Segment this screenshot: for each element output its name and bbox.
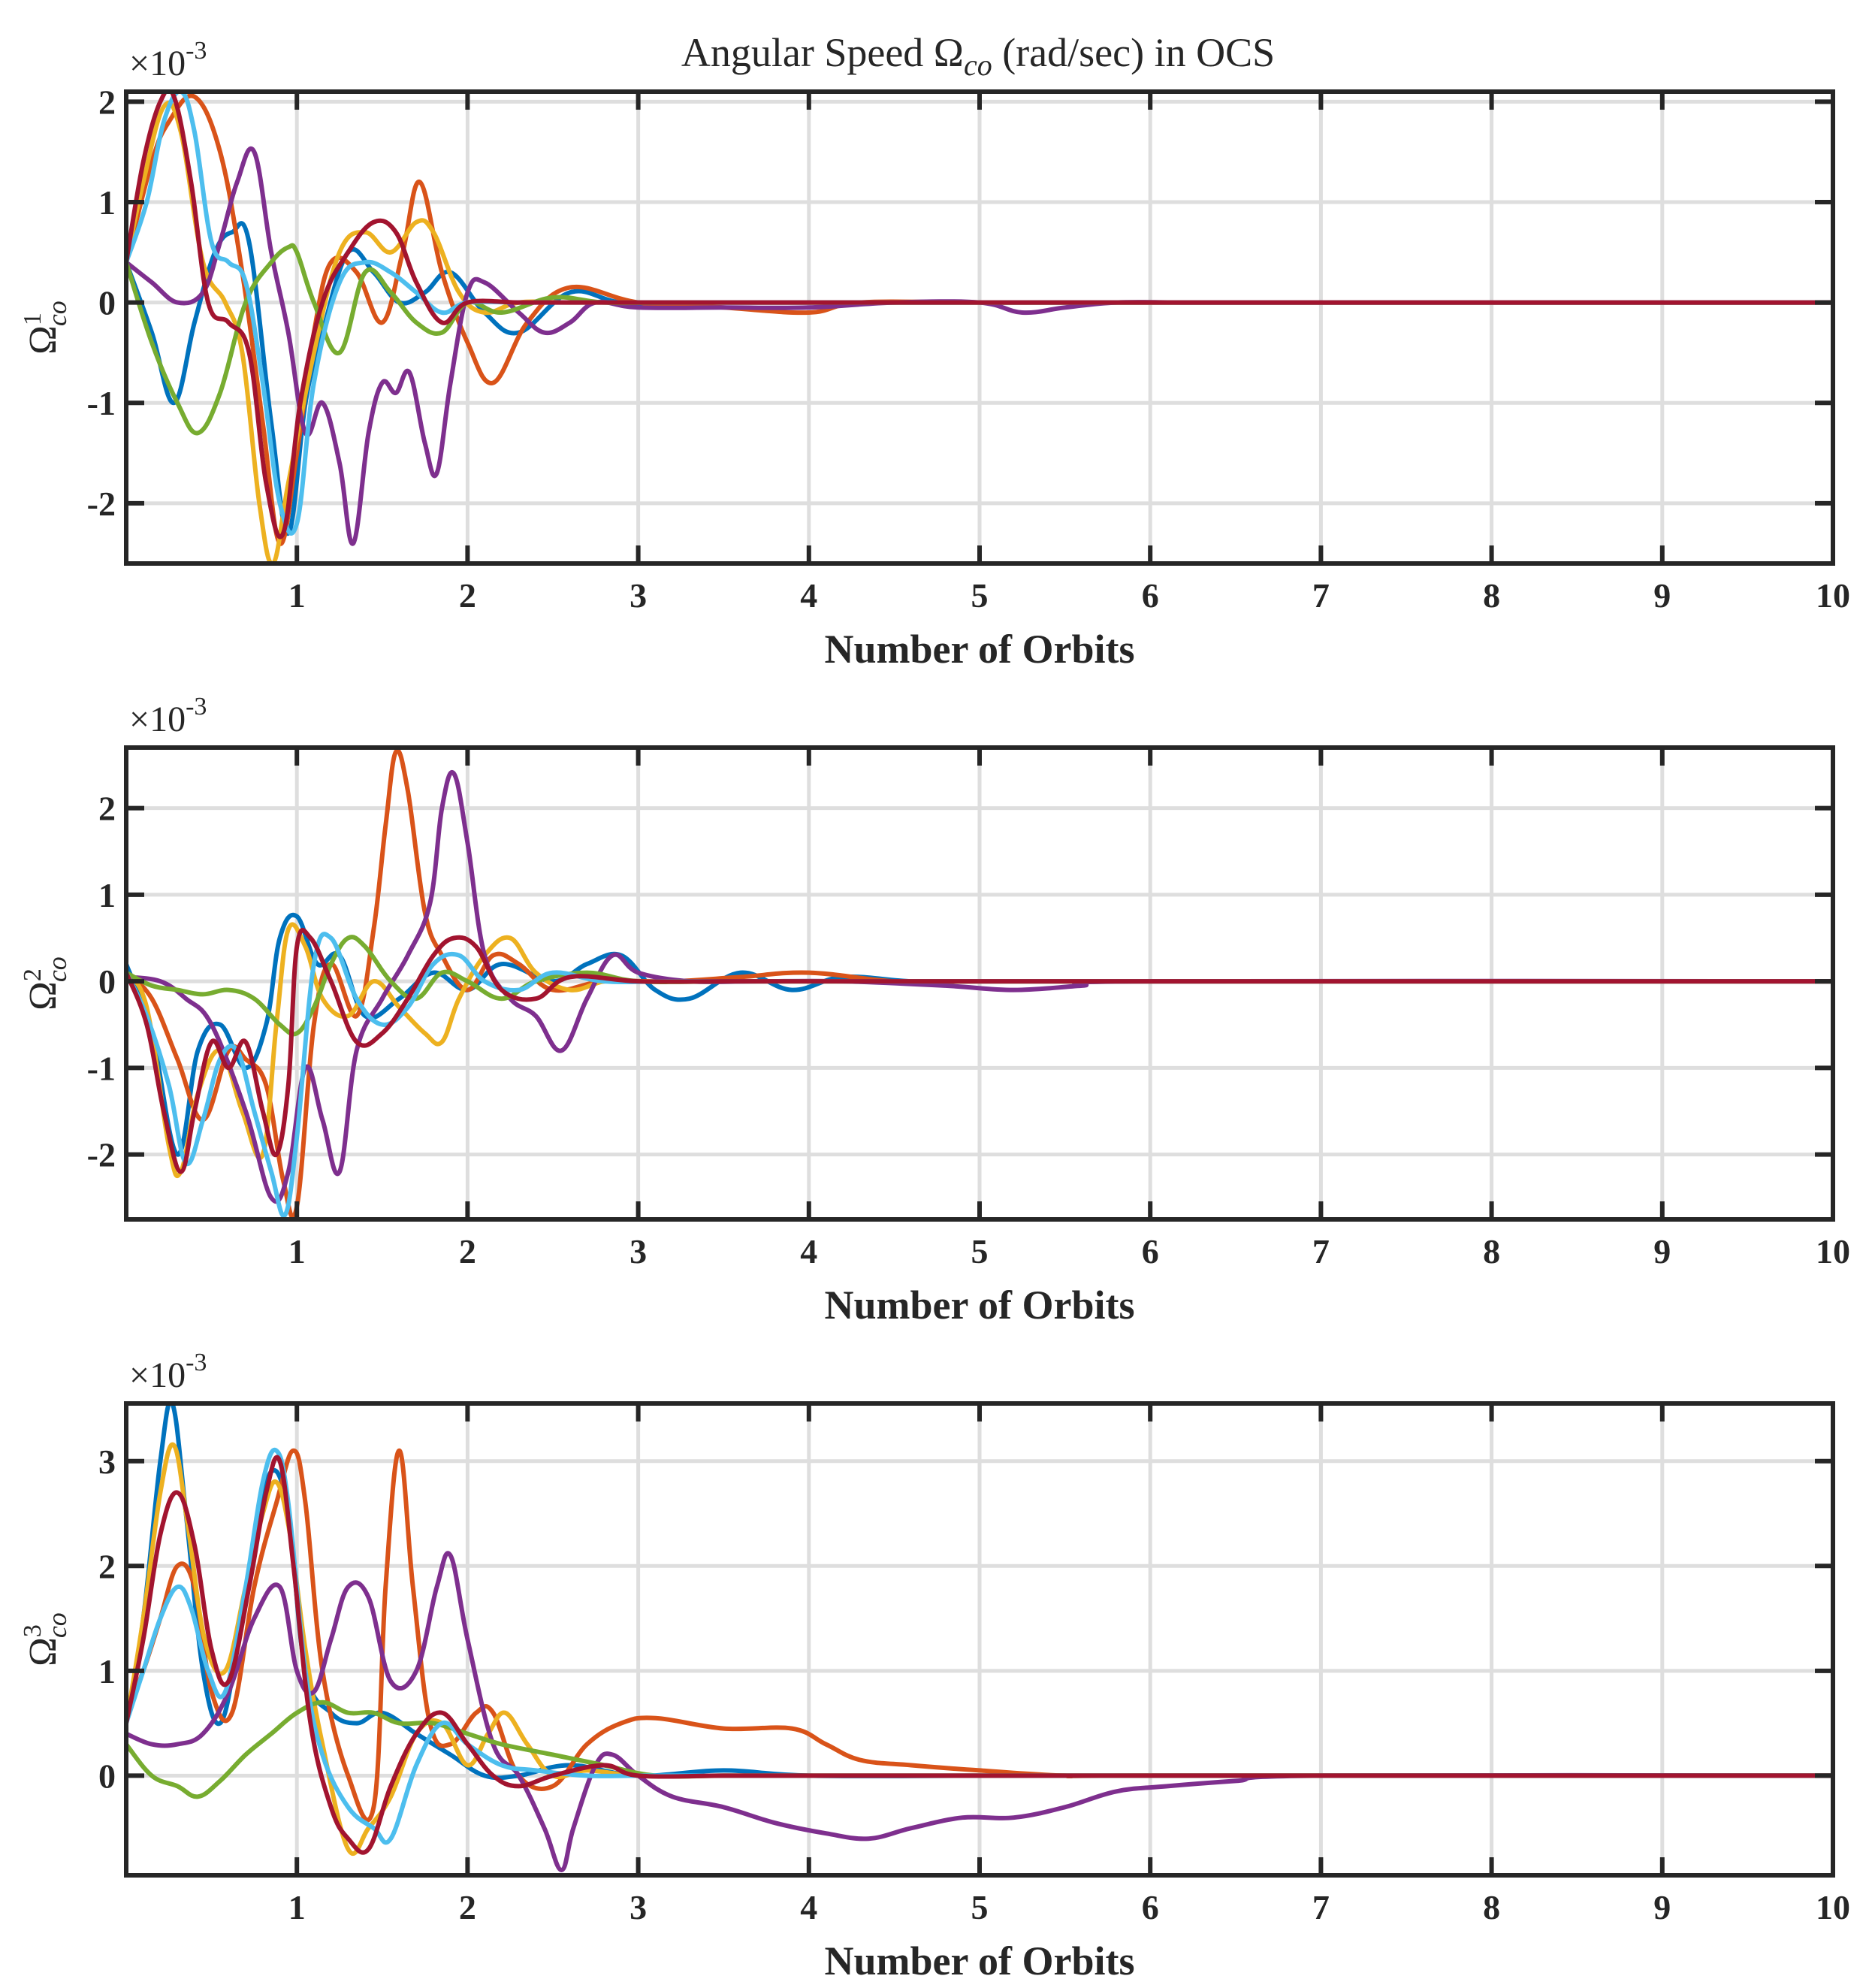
y-label-subscript: co bbox=[42, 956, 72, 982]
y-label-superscript: 3 bbox=[19, 1624, 47, 1637]
x-tick-label: 2 bbox=[459, 576, 476, 615]
series-lines bbox=[126, 748, 1833, 1219]
series-line-7 bbox=[126, 927, 1833, 1174]
x-tick-label: 4 bbox=[800, 576, 817, 615]
y-tick-label: 1 bbox=[98, 1652, 116, 1690]
exponent-power: -3 bbox=[186, 1349, 207, 1376]
x-tick-label: 2 bbox=[459, 1232, 476, 1270]
y-label-subscript: co bbox=[42, 301, 72, 326]
x-tick-label: 3 bbox=[630, 576, 647, 615]
y-tick-label: 2 bbox=[98, 790, 116, 828]
x-tick-label: 4 bbox=[800, 1888, 817, 1926]
exponent-base: ×10 bbox=[129, 1355, 186, 1395]
x-axis-label: Number of Orbits bbox=[825, 1283, 1135, 1328]
x-tick-label: 5 bbox=[971, 1888, 989, 1926]
series-line-4 bbox=[126, 769, 1833, 1204]
x-tick-label: 8 bbox=[1483, 576, 1500, 615]
y-label-superscript: 2 bbox=[19, 968, 47, 981]
series-line-7 bbox=[126, 92, 1833, 539]
x-tick-label: 10 bbox=[1816, 576, 1850, 615]
x-tick-label: 6 bbox=[1142, 1888, 1159, 1926]
exponent-power: -3 bbox=[186, 693, 207, 721]
x-tick-label: 1 bbox=[288, 576, 306, 615]
y-axis-label: Ω3co bbox=[19, 1612, 72, 1666]
x-tick-label: 10 bbox=[1816, 1888, 1850, 1926]
x-tick-label: 3 bbox=[630, 1888, 647, 1926]
y-axis-label: Ω1co bbox=[19, 301, 72, 355]
series-line-4 bbox=[126, 146, 1833, 546]
exponent-base: ×10 bbox=[129, 44, 186, 83]
y-tick-label: -1 bbox=[87, 384, 116, 422]
x-tick-label: 2 bbox=[459, 1888, 476, 1926]
y-label-base: Ω bbox=[22, 981, 65, 1011]
x-tick-label: 8 bbox=[1483, 1888, 1500, 1926]
x-tick-label: 5 bbox=[971, 1232, 989, 1270]
y-exponent-label: ×10-3 bbox=[129, 37, 207, 83]
x-tick-label: 7 bbox=[1312, 576, 1330, 615]
y-exponent-label: ×10-3 bbox=[129, 1349, 207, 1395]
y-tick-label: 0 bbox=[98, 284, 116, 322]
y-label-subscript: co bbox=[42, 1612, 72, 1638]
series-line-4 bbox=[126, 1551, 1833, 1872]
x-tick-label: 7 bbox=[1312, 1232, 1330, 1270]
series-line-7 bbox=[126, 1455, 1833, 1855]
chart-title-suffix: (rad/sec) in OCS bbox=[992, 30, 1275, 75]
x-tick-label: 9 bbox=[1653, 1232, 1671, 1270]
subplot-1: 1 2 3 4 5 6 7 8 9 10 -2 -1 0 1 2 Number of Orbits ×10-3 Ω… bbox=[19, 37, 1850, 672]
exponent-power: -3 bbox=[186, 37, 207, 65]
series-lines bbox=[126, 1403, 1833, 1872]
x-tick-label: 7 bbox=[1312, 1888, 1330, 1926]
chart-title: Angular Speed Ωco (rad/sec) in OCS bbox=[681, 30, 1275, 82]
x-tick-label: 3 bbox=[630, 1232, 647, 1270]
x-tick-label: 10 bbox=[1816, 1232, 1850, 1270]
y-label-superscript: 1 bbox=[19, 313, 47, 325]
x-tick-label: 6 bbox=[1142, 576, 1159, 615]
y-tick-label: -2 bbox=[87, 485, 116, 523]
y-tick-label: -1 bbox=[87, 1049, 116, 1087]
y-tick-label: 1 bbox=[98, 876, 116, 914]
y-label-base: Ω bbox=[22, 325, 65, 355]
x-axis-label: Number of Orbits bbox=[825, 627, 1135, 672]
x-tick-label: 1 bbox=[288, 1232, 306, 1270]
y-axis-label: Ω2co bbox=[19, 956, 72, 1011]
y-tick-label: 3 bbox=[98, 1443, 116, 1481]
x-axis-label: Number of Orbits bbox=[825, 1938, 1135, 1983]
y-tick-label: 0 bbox=[98, 1757, 116, 1795]
x-tick-label: 4 bbox=[800, 1232, 817, 1270]
y-label-base: Ω bbox=[22, 1637, 65, 1666]
y-tick-label: 2 bbox=[98, 1547, 116, 1585]
series-lines bbox=[126, 92, 1833, 563]
y-tick-label: 1 bbox=[98, 183, 116, 222]
y-exponent-label: ×10-3 bbox=[129, 693, 207, 739]
y-tick-label: -2 bbox=[87, 1136, 116, 1174]
chart-title-subscript: co bbox=[964, 48, 992, 82]
chart-title-prefix: Angular Speed Ω bbox=[681, 30, 964, 75]
x-tick-label: 9 bbox=[1653, 576, 1671, 615]
x-tick-label: 8 bbox=[1483, 1232, 1500, 1270]
x-tick-label: 6 bbox=[1142, 1232, 1159, 1270]
y-tick-label: 0 bbox=[98, 962, 116, 1001]
x-tick-label: 1 bbox=[288, 1888, 306, 1926]
y-tick-label: 2 bbox=[98, 83, 116, 121]
exponent-base: ×10 bbox=[129, 699, 186, 739]
subplot-2: 1 2 3 4 5 6 7 8 9 10 -2 -1 0 1 2 Number of Orbits ×10-3 Ω… bbox=[19, 693, 1850, 1328]
x-tick-label: 5 bbox=[971, 576, 989, 615]
x-tick-label: 9 bbox=[1653, 1888, 1671, 1926]
